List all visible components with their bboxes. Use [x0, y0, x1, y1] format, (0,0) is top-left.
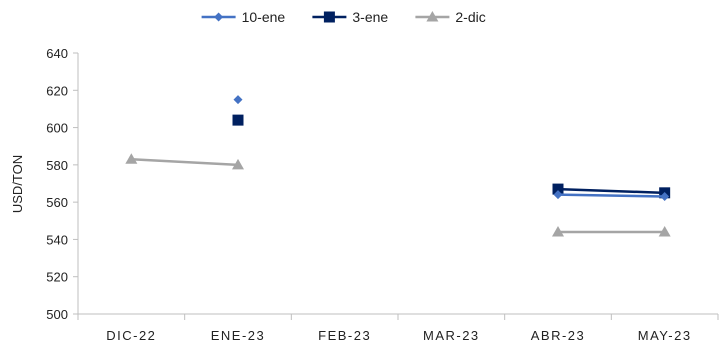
data-point: [232, 114, 244, 126]
y-axis: 500 520 540 560 580 600 620 640: [46, 46, 79, 322]
chart-legend: 10-ene 3-ene 2-dic: [201, 9, 486, 25]
x-tick-label: MAR-23: [423, 328, 480, 343]
data-point: [553, 190, 563, 200]
x-tick-label: DIC-22: [106, 328, 156, 343]
legend-item-10-ene: 10-ene: [201, 9, 286, 25]
y-tick-label: 620: [46, 83, 68, 98]
legend-marker: [426, 11, 439, 22]
data-point: [552, 183, 564, 195]
data-point: [658, 225, 671, 237]
y-tick-label: 640: [46, 46, 68, 61]
data-point: [125, 153, 138, 164]
y-tick-label: 600: [46, 121, 68, 136]
x-tick-label: MAY-23: [638, 328, 692, 343]
legend-item-2-dic: 2-dic: [415, 9, 486, 25]
y-tick-label: 580: [46, 158, 68, 173]
x-axis: DIC-22 ENE-23 FEB-23 MAR-23 ABR-23 MAY-23: [77, 313, 719, 343]
data-point: [233, 95, 243, 105]
data-point: [552, 225, 564, 237]
legend-marker: [214, 12, 224, 22]
legend-label: 3-ene: [352, 9, 388, 25]
x-tick-label: FEB-23: [318, 328, 371, 343]
legend-marker: [323, 11, 335, 23]
y-axis-label: USD/TON: [10, 155, 25, 213]
y-tick-label: 520: [46, 270, 68, 285]
data-point: [232, 158, 244, 170]
series-line: [557, 193, 665, 198]
series-3-ene: [232, 114, 671, 199]
series-line: [131, 158, 239, 167]
y-tick-label: 540: [46, 232, 68, 247]
x-tick-label: ENE-23: [211, 328, 266, 343]
data-point: [660, 192, 670, 202]
series-10-ene: [233, 95, 670, 202]
series-2-dic: [125, 153, 671, 237]
series-line: [557, 187, 665, 195]
legend-label: 10-ene: [242, 9, 286, 25]
y-tick-label: 560: [46, 195, 68, 210]
legend-label: 2-dic: [455, 9, 485, 25]
x-tick-label: ABR-23: [531, 328, 586, 343]
y-tick-label: 500: [46, 307, 68, 322]
plot-area: [125, 95, 671, 237]
legend-item-3-ene: 3-ene: [312, 9, 388, 25]
